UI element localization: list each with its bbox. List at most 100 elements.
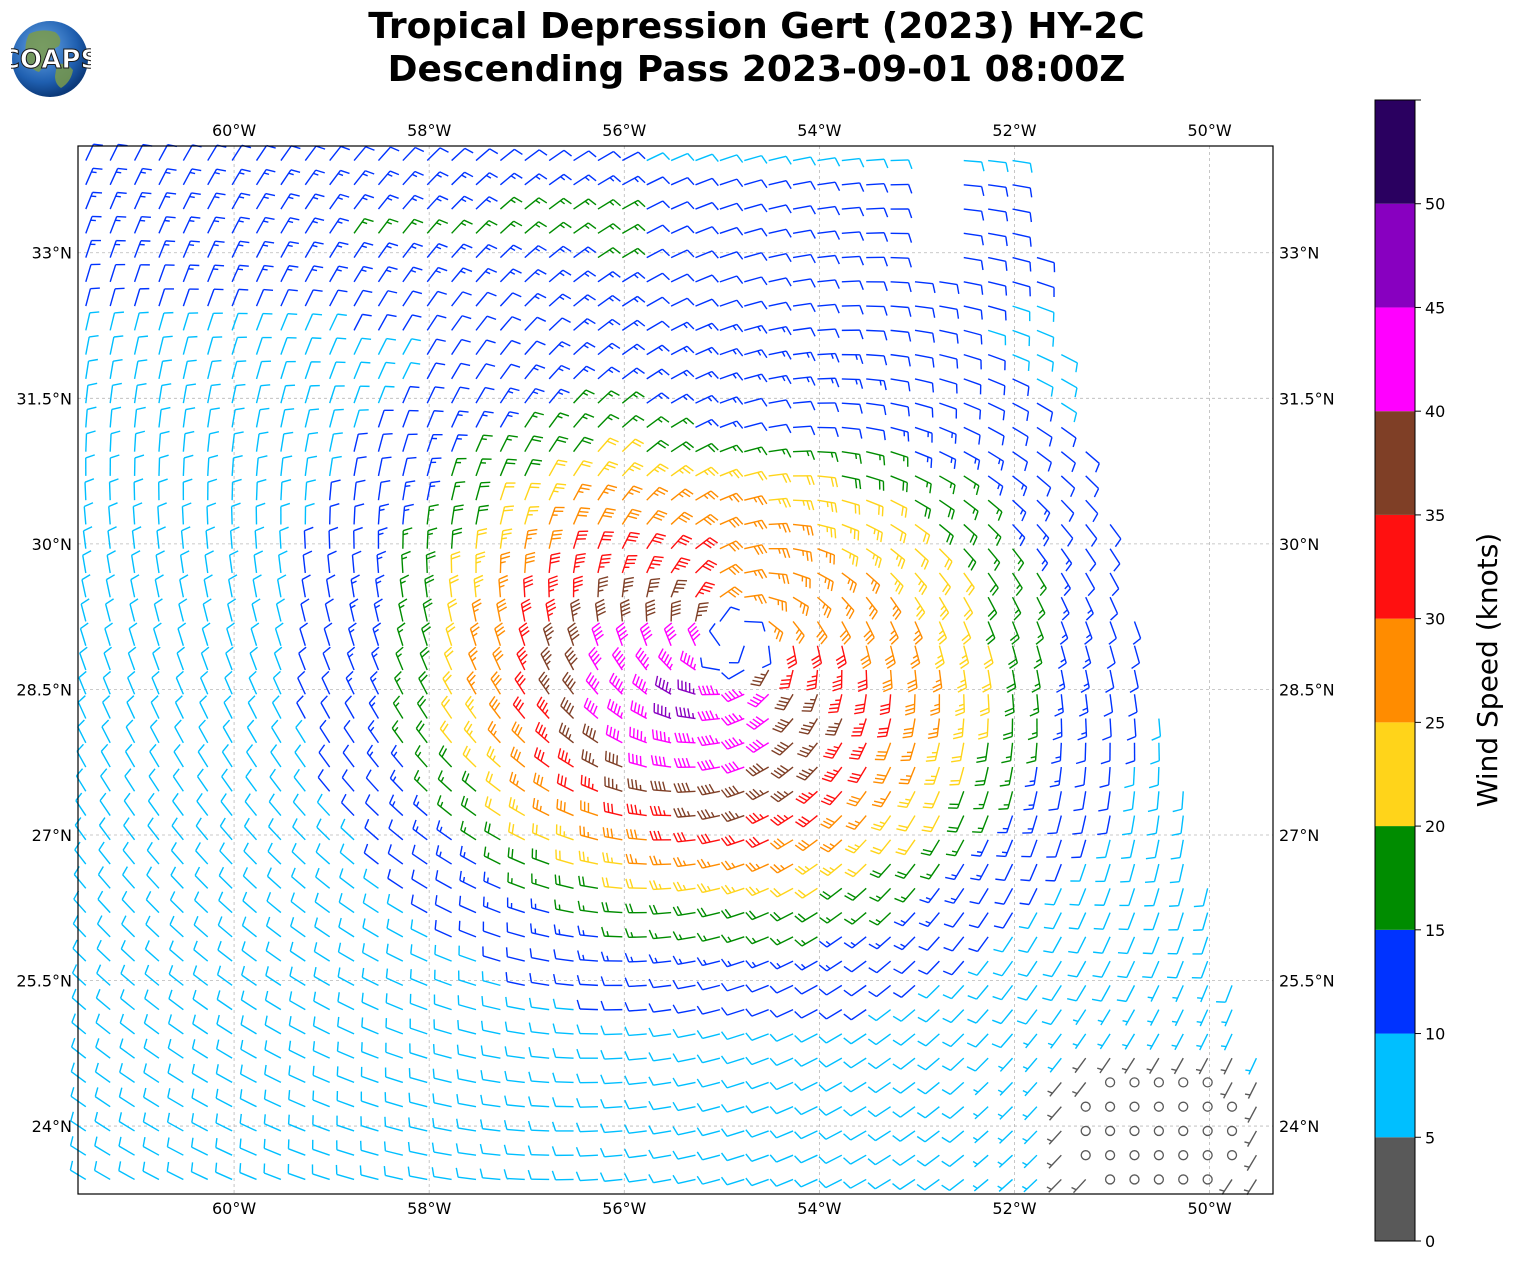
barb-staff	[177, 628, 185, 646]
wind-barb	[295, 719, 306, 744]
barb-staff	[133, 361, 139, 380]
barb-feather	[147, 817, 154, 827]
barb-feather	[880, 532, 883, 543]
wind-barb	[371, 646, 380, 671]
barb-feather	[184, 430, 195, 435]
barb-staff	[124, 775, 136, 792]
barb-staff	[604, 860, 623, 865]
wind-barb	[451, 219, 473, 234]
barb-feather	[461, 315, 472, 320]
wind-barb	[841, 475, 862, 490]
barb-half-feather	[501, 537, 507, 540]
wind-barb	[939, 329, 959, 344]
wind-barb	[841, 182, 865, 192]
barb-half-feather	[506, 438, 512, 441]
barb-staff	[524, 292, 539, 307]
wind-barb	[560, 697, 575, 720]
barb-feather	[677, 758, 683, 768]
barb-staff	[499, 411, 511, 428]
barb-feather	[922, 532, 927, 542]
barb-feather	[77, 719, 85, 728]
barb-staff	[485, 779, 501, 792]
wind-barb	[963, 208, 985, 221]
barb-staff	[562, 679, 575, 695]
barb-feather	[665, 681, 669, 692]
barb-staff	[934, 742, 941, 761]
barb-staff	[182, 168, 193, 186]
barb-feather	[1000, 461, 1005, 471]
barb-staff	[271, 726, 282, 744]
barb-feather	[249, 646, 258, 654]
barb-feather	[386, 337, 397, 341]
barb-half-feather	[895, 554, 900, 561]
barb-half-feather	[972, 508, 976, 514]
barb-half-feather	[707, 348, 713, 354]
barb-feather	[822, 843, 832, 850]
barb-staff	[573, 389, 587, 404]
wind-barb	[133, 382, 147, 404]
barb-staff	[475, 315, 488, 331]
wind-barb	[85, 335, 99, 355]
barb-staff	[499, 148, 515, 162]
wind-barb	[695, 274, 719, 283]
barb-feather	[535, 364, 546, 369]
wind-barb	[182, 144, 202, 161]
barb-half-feather	[669, 663, 673, 669]
wind-barb	[866, 475, 885, 491]
wind-barb	[646, 368, 670, 380]
wind-barb	[939, 378, 958, 394]
barb-feather	[483, 434, 493, 437]
wind-barb	[82, 550, 92, 574]
barb-staff	[866, 207, 885, 210]
wind-barb	[1012, 159, 1033, 173]
barb-feather	[392, 695, 401, 704]
barb-feather	[649, 830, 654, 841]
barb-staff	[914, 548, 929, 562]
barb-feather	[798, 772, 809, 778]
barb-half-feather	[547, 612, 554, 617]
barb-feather	[109, 478, 119, 483]
barb-feather	[316, 793, 323, 803]
wind-barb	[744, 594, 767, 605]
barb-staff	[149, 751, 160, 768]
barb-feather	[657, 442, 666, 449]
barb-staff	[329, 217, 341, 234]
barb-staff	[426, 314, 438, 331]
barb-staff	[963, 184, 982, 188]
barb-feather	[538, 221, 548, 228]
wind-barb	[548, 269, 572, 283]
barb-staff	[744, 620, 763, 623]
barb-half-feather	[693, 663, 697, 670]
barb-feather	[560, 388, 570, 394]
barb-feather	[650, 563, 661, 566]
barb-feather	[187, 359, 197, 363]
barb-staff	[437, 803, 453, 817]
barb-staff	[514, 678, 526, 695]
barb-half-feather	[1061, 634, 1067, 639]
barb-half-feather	[411, 197, 418, 202]
wind-barb	[572, 460, 593, 477]
barb-feather	[540, 674, 548, 684]
barb-half-feather	[753, 497, 758, 503]
barb-staff	[83, 506, 87, 525]
wind-barb	[670, 417, 695, 429]
barb-staff	[777, 814, 794, 826]
barb-staff	[329, 337, 338, 355]
wind-barb	[769, 863, 794, 874]
barb-feather	[419, 698, 427, 708]
barb-feather	[281, 479, 292, 483]
wind-barb	[402, 338, 421, 355]
barb-feather	[125, 719, 134, 728]
barb-half-feather	[706, 861, 711, 867]
wind-barb	[531, 848, 550, 865]
barb-feather	[862, 662, 872, 669]
barb-staff	[255, 482, 258, 501]
wind-barb	[914, 329, 935, 343]
barb-feather	[748, 790, 757, 799]
barb-staff	[817, 230, 836, 235]
barb-feather	[1004, 711, 1015, 717]
wind-barb	[304, 145, 326, 161]
barb-feather	[696, 835, 703, 845]
barb-feather	[289, 217, 300, 221]
barb-feather	[951, 759, 961, 763]
